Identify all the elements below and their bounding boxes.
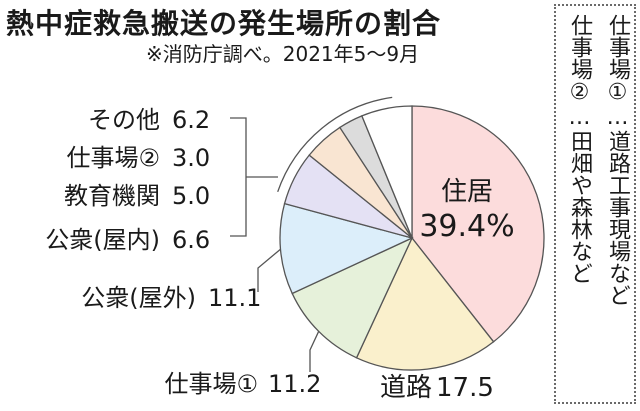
slice-value-6: 3.0: [172, 144, 210, 172]
slice-label-2: 仕事場①: [164, 370, 258, 398]
pie-slice-0: [411, 105, 545, 343]
leader-bracket-small: [230, 117, 247, 237]
footnote-work1: 仕事場①…道路工事現場など: [605, 14, 630, 306]
leader-work1: [309, 331, 320, 372]
pie-slice-7: [361, 105, 413, 239]
slice-value-4: 6.6: [172, 226, 210, 254]
chart-subtitle: ※消防庁調べ。2021年5～9月: [146, 42, 420, 66]
slice-value-3: 11.1: [208, 284, 261, 312]
slice-value-5: 5.0: [172, 182, 210, 210]
slice-label-6: 仕事場②: [66, 144, 160, 172]
leader-public-outdoor: [257, 248, 281, 292]
slice-label-1: 道路: [380, 373, 432, 403]
slice-label-0: 住居: [441, 177, 493, 207]
slice-label-4: 公衆(屋内): [45, 226, 160, 254]
slice-value-2: 11.2: [268, 370, 321, 398]
slice-label-3: 公衆(屋外): [81, 284, 196, 312]
slice-value-1: 17.5: [436, 373, 494, 403]
slice-value-7: 6.2: [172, 106, 210, 134]
pie-slice-1: [355, 236, 495, 371]
slice-label-5: 教育機関: [64, 182, 160, 210]
footnote-box: 仕事場①…道路工事現場など 仕事場②…田畑や森林など: [554, 4, 636, 404]
small-slices-bracket: [277, 96, 393, 193]
slice-value-0: 39.4%: [419, 209, 514, 244]
slice-label-7: その他: [88, 106, 160, 134]
footnote-work2: 仕事場②…田畑や森林など: [567, 14, 592, 284]
chart-title: 熱中症救急搬送の発生場所の割合: [6, 7, 442, 40]
